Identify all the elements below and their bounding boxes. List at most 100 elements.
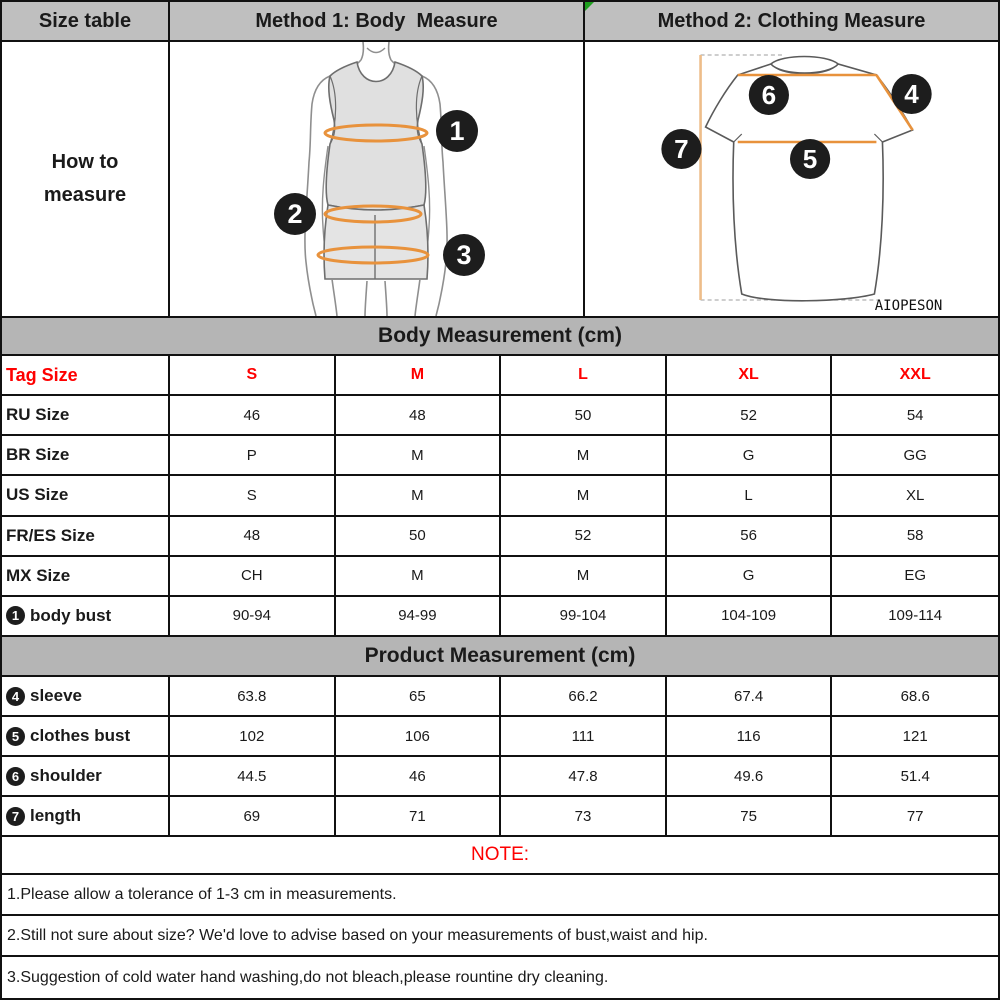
marker-7-badge: 7: [661, 129, 702, 169]
marker-4-badge: 4: [891, 74, 932, 114]
table-cell: S: [170, 476, 336, 517]
header-method-1: Method 1: Body Measure: [170, 2, 585, 42]
notes-section: 1.Please allow a tolerance of 1-3 cm in …: [2, 875, 998, 998]
body-measurement-table: Tag Size S M L XL XXL RU Size 46 48 50 5…: [2, 356, 998, 637]
svg-text:3: 3: [456, 240, 471, 270]
body-measurement-title: Body Measurement (cm): [2, 318, 998, 356]
row-label-shoulder-text: shoulder: [30, 766, 102, 785]
size-col-m: M: [335, 356, 502, 397]
table-cell: 106: [335, 717, 502, 757]
hip-measure-line: [316, 245, 430, 265]
table-cell: M: [501, 436, 667, 477]
badge-4-icon: 4: [6, 686, 25, 706]
table-cell: 111: [501, 717, 667, 757]
svg-text:7: 7: [674, 134, 689, 164]
table-cell: 52: [666, 396, 833, 437]
table-cell: 63.8: [170, 677, 336, 717]
row-label-sleeve-text: sleeve: [30, 686, 82, 705]
marker-3-badge: 3: [443, 234, 485, 276]
table-cell: XL: [832, 476, 998, 517]
table-cell: 99-104: [501, 596, 667, 637]
table-cell: P: [170, 436, 336, 477]
brand-text: AIOPESON: [875, 298, 943, 314]
row-label-br-size: BR Size: [2, 436, 170, 477]
table-cell: 121: [832, 717, 998, 757]
row-label-clothes-bust-text: clothes bust: [30, 726, 131, 745]
svg-text:2: 2: [287, 199, 302, 229]
table-cell: GG: [832, 436, 998, 477]
size-col-xl: XL: [666, 356, 833, 397]
table-cell: 68.6: [832, 677, 998, 717]
table-cell: 109-114: [832, 597, 998, 637]
header-method-2: Method 2: Clothing Measure: [585, 2, 998, 42]
table-cell: 67.4: [666, 677, 833, 717]
tag-size-header: Tag Size: [2, 356, 170, 397]
table-cell: 65: [335, 677, 502, 717]
size-col-l: L: [501, 356, 667, 397]
note-item-2: 2.Still not sure about size? We'd love t…: [2, 916, 998, 957]
table-cell: 48: [170, 516, 336, 557]
table-cell: 48: [335, 396, 502, 437]
table-cell: G: [666, 556, 833, 597]
row-label-length: 7 length: [2, 797, 170, 837]
table-cell: 44.5: [170, 757, 336, 797]
row-label-length-text: length: [30, 806, 81, 825]
row-label-body-bust-text: body bust: [30, 605, 112, 625]
green-corner-marker: [585, 2, 594, 11]
table-cell: 58: [832, 517, 998, 557]
table-cell: EG: [832, 557, 998, 597]
badge-6-icon: 6: [6, 766, 25, 786]
badge-5-icon: 5: [6, 726, 25, 746]
table-cell: 54: [832, 396, 998, 437]
table-cell: 56: [666, 516, 833, 557]
how-to-measure-label: How to measure: [2, 42, 170, 318]
table-cell: 51.4: [832, 757, 998, 797]
table-cell: 69: [170, 797, 336, 837]
note-item-3: 3.Suggestion of cold water hand washing,…: [2, 957, 998, 998]
row-label-clothes-bust: 5 clothes bust: [2, 717, 170, 757]
row-label-shoulder: 6 shoulder: [2, 757, 170, 797]
table-cell: G: [666, 436, 833, 477]
table-cell: 47.8: [501, 757, 667, 797]
row-label-mx-size: MX Size: [2, 556, 170, 597]
row-label-fres-size: FR/ES Size: [2, 516, 170, 557]
table-cell: 94-99: [335, 596, 502, 637]
table-cell: 46: [170, 396, 336, 437]
marker-5-badge: 5: [789, 139, 831, 179]
product-measurement-table: 4 sleeve 63.8 65 66.2 67.4 68.6 5 clothe…: [2, 677, 998, 837]
row-label-us-size: US Size: [2, 476, 170, 517]
table-cell: 102: [170, 717, 336, 757]
body-figure-illustration: 1 2 3: [274, 42, 485, 316]
header-row: Size table Method 1: Body Measure Method…: [2, 2, 998, 42]
row-label-ru-size: RU Size: [2, 396, 170, 437]
table-cell: 75: [666, 797, 833, 837]
svg-text:1: 1: [449, 116, 464, 146]
badge-7-icon: 7: [6, 806, 25, 826]
table-cell: M: [501, 556, 667, 597]
svg-text:4: 4: [904, 79, 919, 109]
table-cell: L: [666, 476, 833, 517]
size-col-xxl: XXL: [832, 356, 998, 397]
note-item-1: 1.Please allow a tolerance of 1-3 cm in …: [2, 875, 998, 916]
note-title: NOTE:: [2, 837, 998, 875]
table-cell: 90-94: [170, 596, 336, 637]
size-col-s: S: [170, 356, 336, 397]
table-cell: 49.6: [666, 757, 833, 797]
marker-1-badge: 1: [436, 110, 478, 152]
table-cell: 104-109: [666, 596, 833, 637]
marker-6-badge: 6: [748, 75, 789, 115]
table-cell: 77: [832, 797, 998, 837]
marker-2-badge: 2: [274, 193, 316, 235]
table-cell: 46: [335, 757, 502, 797]
table-cell: M: [501, 476, 667, 517]
table-cell: 50: [501, 396, 667, 437]
diagrams-row: How to measure: [2, 42, 998, 318]
bust-measure-line: [323, 123, 429, 143]
table-cell: 52: [501, 516, 667, 557]
table-cell: M: [335, 476, 502, 517]
tshirt-illustration: 6 4 7 5 AIOPESON: [661, 54, 943, 314]
badge-1-icon: 1: [6, 606, 25, 626]
row-label-body-bust: 1 body bust: [2, 596, 170, 637]
svg-text:5: 5: [803, 144, 818, 174]
